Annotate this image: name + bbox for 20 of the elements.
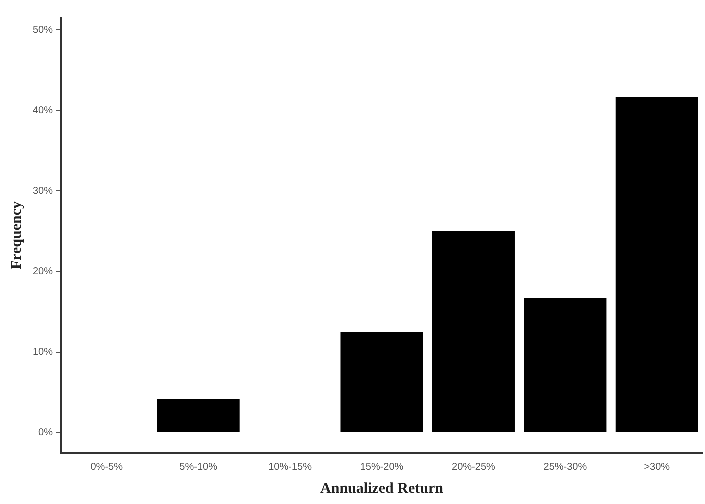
- y-tick-label: 10%: [33, 347, 54, 358]
- x-tick-label: 15%-20%: [360, 462, 404, 473]
- x-tick-label: >30%: [644, 462, 670, 473]
- x-axis-title: Annualized Return: [320, 480, 444, 497]
- y-tick-label: 20%: [33, 266, 54, 278]
- y-tick-label: 30%: [33, 186, 54, 197]
- y-tick-label: 40%: [33, 105, 54, 116]
- x-tick-label: 10%-15%: [268, 462, 312, 473]
- x-tick-label: 20%-25%: [452, 462, 496, 473]
- bar: [432, 231, 515, 432]
- y-axis-title: Frequency: [8, 200, 25, 270]
- x-tick-label: 25%-30%: [544, 462, 588, 473]
- x-tick-label: 5%-10%: [180, 462, 218, 473]
- y-tick-label: 0%: [38, 428, 54, 439]
- y-tick-label: 50%: [33, 24, 54, 36]
- bar: [616, 96, 698, 432]
- bar: [524, 298, 607, 432]
- x-tick-label: 0%-5%: [90, 462, 124, 473]
- bar: [157, 399, 240, 432]
- bar: [340, 332, 424, 432]
